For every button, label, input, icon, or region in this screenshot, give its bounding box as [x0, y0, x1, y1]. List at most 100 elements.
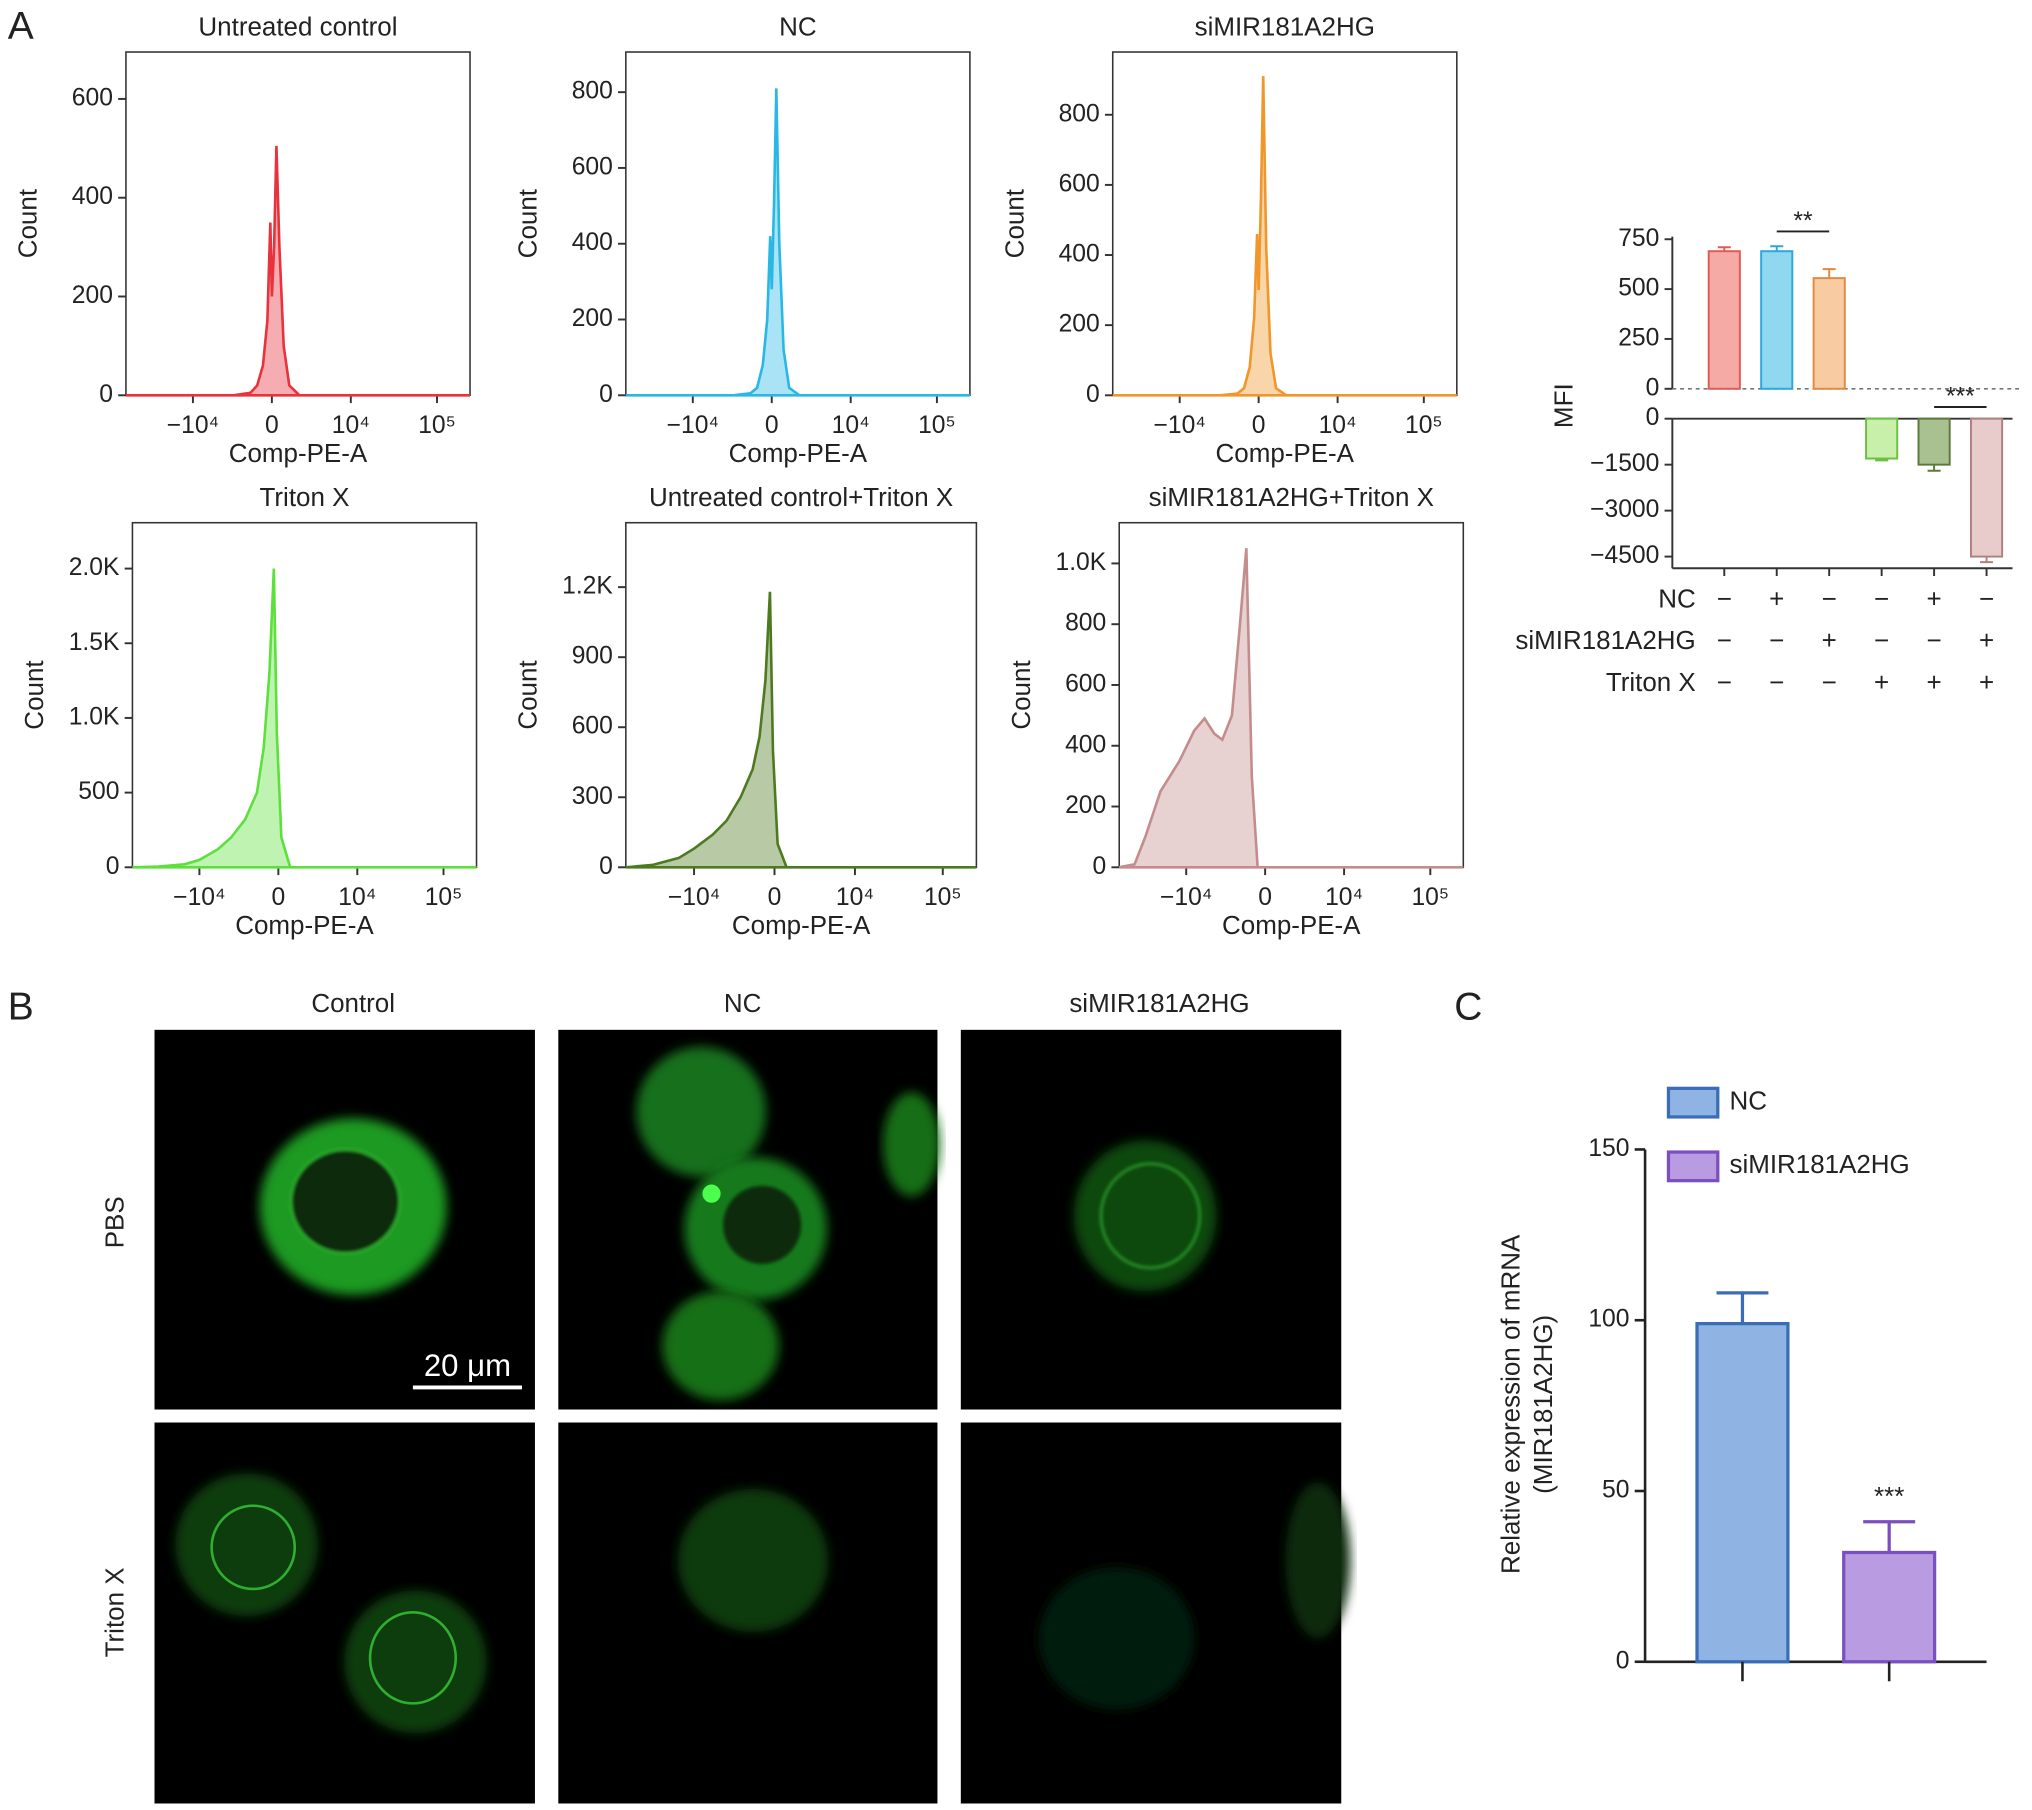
y-tick-label: 900 — [572, 643, 613, 670]
histogram-area — [125, 145, 471, 397]
table-sign: + — [1927, 584, 1942, 614]
x-tick-label: −10⁴ — [668, 884, 720, 911]
y-tick-label: 200 — [1059, 311, 1100, 338]
table-sign: − — [1717, 584, 1732, 614]
x-tick-label: 10⁵ — [924, 884, 962, 911]
plot-frame — [125, 51, 471, 397]
cell — [677, 1488, 829, 1632]
bar — [1812, 277, 1846, 390]
cell — [662, 1291, 780, 1401]
cell — [175, 1473, 319, 1617]
error-bar — [1863, 1520, 1916, 1553]
nucleus — [723, 1185, 802, 1264]
y-tick-label: 600 — [1065, 670, 1106, 697]
chart-title: Untreated control+Triton X — [649, 482, 953, 512]
y-tick-label: 0 — [106, 853, 120, 880]
x-tick-label: 0 — [265, 412, 279, 439]
legend-label: siMIR181A2HG — [1729, 1149, 1909, 1179]
nucleus — [210, 1504, 297, 1591]
significance-label: *** — [1874, 1481, 1904, 1511]
y-tick-label: −4500 — [1590, 542, 1659, 569]
table-sign: − — [1769, 625, 1784, 655]
bar — [1917, 417, 1951, 466]
spot — [702, 1184, 721, 1203]
y-tick-label: 400 — [72, 183, 113, 210]
nucleus — [1099, 1162, 1202, 1270]
micrograph — [154, 1422, 535, 1804]
x-tick-label: −10⁴ — [167, 412, 219, 439]
x-tick-label: 10⁴ — [338, 884, 376, 911]
table-sign: + — [1979, 625, 1994, 655]
histogram-area — [625, 88, 970, 397]
y-tick-label: 500 — [1618, 275, 1659, 302]
y-tick-label: 200 — [1065, 792, 1106, 819]
y-tick-label: 600 — [572, 153, 613, 180]
y-tick-label: 800 — [1065, 610, 1106, 637]
table-sign: − — [1717, 667, 1732, 697]
y-tick-label: 250 — [1618, 324, 1659, 351]
y-tick-label: 200 — [572, 305, 613, 332]
table-row-label: NC — [1658, 584, 1695, 614]
y-tick-label: 800 — [1059, 100, 1100, 127]
y-axis-label: Count — [13, 188, 43, 258]
y-tick-label: 0 — [99, 381, 113, 408]
x-tick-label: 10⁵ — [918, 412, 956, 439]
y-axis-label: Count — [1006, 660, 1036, 730]
x-tick-label: −10⁴ — [1160, 884, 1212, 911]
cell — [882, 1092, 941, 1197]
legend-swatch — [1666, 1150, 1720, 1183]
cell — [1285, 1482, 1351, 1639]
x-tick-label: 0 — [765, 412, 779, 439]
micrographs: 20 μm Control NC siMIR181A2HG PBS Triton… — [100, 988, 1351, 1804]
y-tick-label: 200 — [72, 282, 113, 309]
y-tick-label: 1.0K — [69, 703, 120, 730]
table-sign: − — [1927, 625, 1942, 655]
y-tick-label: 1.5K — [69, 629, 120, 656]
table-row-label: Triton X — [1606, 667, 1696, 697]
table-sign: − — [1717, 625, 1732, 655]
x-tick-label: 10⁵ — [418, 412, 456, 439]
y-axis-label: Count — [19, 660, 49, 730]
histogram-area — [625, 591, 977, 869]
y-tick-label: 0 — [599, 853, 613, 880]
y-tick-label: 150 — [1588, 1135, 1629, 1162]
y-tick-label: 0 — [1646, 404, 1660, 431]
x-axis-label: Comp-PE-A — [229, 438, 368, 468]
panel-label: A — [8, 5, 34, 48]
x-tick-label: 0 — [1252, 412, 1266, 439]
table-sign: − — [1769, 667, 1784, 697]
bar — [1970, 417, 2004, 558]
x-tick-label: 0 — [271, 884, 285, 911]
row-label: Triton X — [100, 1567, 130, 1657]
y-tick-label: 0 — [1093, 853, 1107, 880]
panel-label: C — [1454, 985, 1482, 1028]
x-tick-label: 10⁵ — [1411, 884, 1449, 911]
x-axis-label: Comp-PE-A — [1222, 910, 1361, 940]
significance-label: ** — [1793, 208, 1813, 235]
error-bar — [1980, 556, 1994, 564]
x-tick-label: 0 — [768, 884, 782, 911]
x-tick-label: 10⁵ — [425, 884, 463, 911]
x-axis-label: Comp-PE-A — [1216, 438, 1355, 468]
plot-frame — [625, 521, 978, 869]
table-sign: − — [1874, 584, 1889, 614]
y-axis-label: Count — [513, 660, 543, 730]
y-tick-label: 800 — [572, 78, 613, 105]
bar — [1760, 250, 1794, 390]
y-axis-label: Relative expression of mRNA — [1496, 1234, 1526, 1574]
y-tick-label: 600 — [1059, 170, 1100, 197]
plot-frame — [625, 51, 971, 397]
column-label: NC — [724, 988, 761, 1018]
x-axis-label: Comp-PE-A — [235, 910, 374, 940]
x-tick-label: −10⁴ — [173, 884, 225, 911]
bar — [1707, 250, 1741, 390]
y-tick-label: 300 — [572, 783, 613, 810]
x-tick-label: −10⁴ — [1153, 412, 1205, 439]
y-tick-label: 1.2K — [562, 573, 613, 600]
bar — [1695, 1322, 1790, 1664]
y-axis-label: MFI — [1549, 383, 1579, 428]
bar — [1865, 417, 1899, 460]
y-axis-label: Count — [1000, 188, 1030, 258]
table-sign: − — [1822, 667, 1837, 697]
